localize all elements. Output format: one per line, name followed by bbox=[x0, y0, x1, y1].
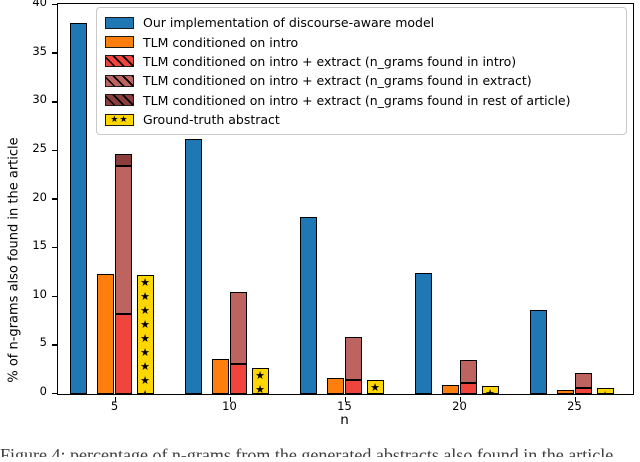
backslash-hatch-swatch-icon bbox=[105, 74, 134, 87]
x-tick-mark bbox=[574, 397, 577, 402]
bar-series-3 bbox=[344, 337, 362, 380]
y-tick-label: 5 bbox=[39, 335, 47, 350]
legend-label: Ground-truth abstract bbox=[143, 112, 280, 128]
x-tick-label: 10 bbox=[222, 399, 237, 413]
bar-series-1 bbox=[556, 390, 574, 394]
bar-series-0 bbox=[529, 310, 547, 394]
legend-item: Our implementation of discourse-aware mo… bbox=[105, 13, 618, 32]
y-tick-mark bbox=[51, 392, 57, 395]
bar-series-4 bbox=[114, 154, 132, 166]
bar-series-2 bbox=[229, 364, 247, 394]
y-tick-label: 0 bbox=[39, 384, 47, 398]
y-tick-label: 25 bbox=[32, 140, 47, 155]
bar-series-1 bbox=[326, 378, 344, 394]
x-axis-label: n bbox=[340, 412, 349, 428]
bar-series-3 bbox=[229, 292, 247, 364]
x-tick-label: 25 bbox=[567, 399, 582, 413]
backslash-hatch-swatch-icon bbox=[105, 94, 134, 107]
bar-series-0 bbox=[184, 139, 202, 394]
legend-box: Our implementation of discourse-aware mo… bbox=[96, 7, 627, 136]
bar-series-2 bbox=[114, 314, 132, 394]
legend-item: TLM conditioned on intro bbox=[105, 32, 618, 51]
legend-label: Our implementation of discourse-aware mo… bbox=[143, 15, 435, 31]
x-tick-label: 20 bbox=[452, 399, 467, 413]
bar-series-5: ★ ★ bbox=[251, 368, 269, 394]
y-tick-mark bbox=[51, 101, 57, 103]
bar-series-2 bbox=[459, 383, 477, 394]
bar-series-3 bbox=[114, 166, 132, 314]
slash-hatch-swatch-icon bbox=[105, 36, 134, 49]
bar-series-1 bbox=[211, 359, 229, 394]
y-tick-mark bbox=[51, 295, 57, 297]
y-tick-mark bbox=[51, 344, 57, 346]
legend-label: TLM conditioned on intro bbox=[143, 34, 299, 50]
y-tick-label: 15 bbox=[32, 238, 47, 253]
bar-series-0 bbox=[69, 23, 87, 394]
y-tick-mark bbox=[51, 246, 57, 249]
y-tick-mark bbox=[51, 3, 57, 6]
bar-series-0 bbox=[299, 217, 317, 394]
y-tick-label: 20 bbox=[32, 189, 47, 204]
legend-label: TLM conditioned on intro + extract (n_gr… bbox=[143, 73, 532, 89]
y-tick-mark bbox=[51, 198, 57, 200]
y-tick-label: 10 bbox=[32, 286, 47, 301]
legend-item: TLM conditioned on intro + extract (n_gr… bbox=[105, 52, 618, 71]
bar-series-3 bbox=[574, 373, 592, 388]
bar-series-5: ★ bbox=[596, 388, 614, 394]
solid-swatch-icon bbox=[105, 16, 134, 29]
bar-series-2 bbox=[344, 380, 362, 394]
x-tick-label: 15 bbox=[337, 399, 352, 413]
x-tick-mark bbox=[344, 397, 347, 402]
bar-series-5: ★ ★ ★ ★ ★ ★ ★ ★ ★ bbox=[136, 275, 154, 394]
bar-series-5: ★ bbox=[366, 380, 384, 394]
caption-fragment: Figure 4: percentage of n-grams from the… bbox=[0, 445, 614, 457]
bar-series-5: ★ bbox=[481, 386, 499, 394]
bar-series-3 bbox=[459, 360, 477, 383]
x-tick-mark bbox=[229, 397, 232, 402]
y-tick-label: 35 bbox=[32, 43, 47, 58]
star-swatch-icon: ★★ bbox=[105, 113, 134, 126]
bar-series-1 bbox=[96, 274, 114, 394]
legend-label: TLM conditioned on intro + extract (n_gr… bbox=[143, 53, 517, 69]
legend-item: TLM conditioned on intro + extract (n_gr… bbox=[105, 91, 618, 110]
bar-series-2 bbox=[574, 388, 592, 394]
legend-label: TLM conditioned on intro + extract (n_gr… bbox=[143, 92, 571, 108]
legend-item: ★★ Ground-truth abstract bbox=[105, 110, 618, 129]
y-tick-label: 30 bbox=[32, 92, 47, 107]
bar-series-1 bbox=[441, 385, 459, 394]
backslash-hatch-swatch-icon bbox=[105, 55, 134, 68]
x-tick-mark bbox=[459, 397, 462, 402]
x-tick-mark bbox=[114, 397, 117, 402]
y-tick-label: 40 bbox=[32, 0, 47, 9]
x-tick-label: 5 bbox=[110, 399, 119, 413]
legend-item: TLM conditioned on intro + extract (n_gr… bbox=[105, 71, 618, 90]
y-tick-mark bbox=[51, 52, 57, 54]
bar-series-0 bbox=[414, 273, 432, 394]
y-tick-mark bbox=[51, 149, 57, 152]
